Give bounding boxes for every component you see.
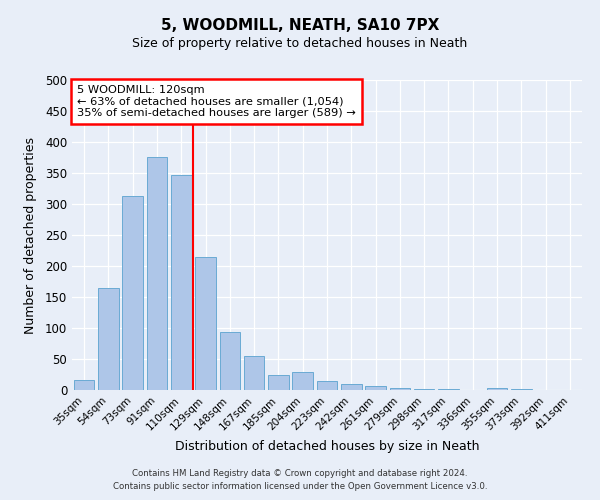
Text: 5 WOODMILL: 120sqm
← 63% of detached houses are smaller (1,054)
35% of semi-deta: 5 WOODMILL: 120sqm ← 63% of detached hou… — [77, 84, 356, 118]
Bar — [171, 176, 191, 390]
Bar — [365, 386, 386, 390]
Bar — [317, 382, 337, 390]
Text: 5, WOODMILL, NEATH, SA10 7PX: 5, WOODMILL, NEATH, SA10 7PX — [161, 18, 439, 32]
Bar — [487, 388, 508, 390]
Bar — [244, 356, 265, 390]
Bar — [195, 256, 216, 390]
Bar — [341, 384, 362, 390]
Bar — [122, 196, 143, 390]
Bar — [268, 374, 289, 390]
Text: Contains HM Land Registry data © Crown copyright and database right 2024.: Contains HM Land Registry data © Crown c… — [132, 468, 468, 477]
Bar — [414, 389, 434, 390]
Text: Contains public sector information licensed under the Open Government Licence v3: Contains public sector information licen… — [113, 482, 487, 491]
Text: Size of property relative to detached houses in Neath: Size of property relative to detached ho… — [133, 38, 467, 51]
X-axis label: Distribution of detached houses by size in Neath: Distribution of detached houses by size … — [175, 440, 479, 453]
Bar — [146, 157, 167, 390]
Bar — [220, 332, 240, 390]
Bar — [292, 372, 313, 390]
Bar — [74, 380, 94, 390]
Y-axis label: Number of detached properties: Number of detached properties — [23, 136, 37, 334]
Bar — [98, 288, 119, 390]
Bar — [389, 388, 410, 390]
